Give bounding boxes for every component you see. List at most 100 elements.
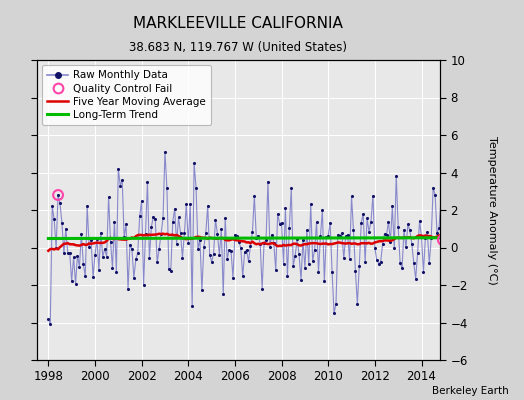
Point — [309, 258, 317, 264]
Point — [79, 261, 88, 267]
Point — [68, 278, 76, 284]
Point — [182, 201, 191, 208]
Point — [304, 261, 313, 268]
Point — [186, 200, 194, 207]
Point — [431, 192, 439, 198]
Point — [149, 214, 158, 220]
Point — [334, 232, 342, 238]
Point — [357, 220, 365, 226]
Point — [386, 238, 395, 245]
Point — [281, 204, 290, 211]
Point — [161, 149, 169, 155]
Point — [235, 238, 243, 245]
Point — [373, 257, 381, 264]
Point — [85, 244, 93, 250]
Point — [337, 230, 346, 237]
Point — [427, 235, 435, 241]
Point — [110, 219, 118, 225]
Point — [326, 220, 334, 226]
Point — [243, 247, 251, 254]
Point — [66, 250, 74, 256]
Point — [178, 254, 187, 261]
Point — [421, 234, 430, 241]
Point — [410, 259, 418, 266]
Point — [159, 215, 167, 221]
Point — [163, 184, 171, 191]
Point — [210, 251, 218, 257]
Point — [89, 274, 97, 280]
Point — [350, 227, 358, 234]
Point — [394, 224, 402, 230]
Point — [50, 216, 58, 222]
Point — [83, 203, 91, 209]
Point — [270, 240, 278, 246]
Point — [172, 240, 181, 247]
Point — [408, 240, 416, 247]
Point — [411, 276, 420, 282]
Point — [345, 256, 354, 262]
Point — [274, 211, 282, 217]
Point — [291, 252, 299, 259]
Point — [106, 239, 115, 246]
Point — [398, 265, 406, 271]
Point — [71, 281, 80, 287]
Point — [400, 227, 408, 233]
Text: Berkeley Earth: Berkeley Earth — [432, 386, 508, 396]
Point — [196, 236, 204, 243]
Point — [283, 273, 291, 279]
Point — [62, 226, 70, 232]
Point — [343, 232, 352, 238]
Point — [48, 203, 57, 210]
Point — [299, 237, 307, 244]
Point — [378, 240, 387, 247]
Point — [202, 230, 210, 236]
Point — [322, 234, 331, 240]
Point — [277, 219, 286, 226]
Point — [301, 264, 309, 271]
Point — [52, 244, 60, 251]
Point — [380, 230, 389, 237]
Point — [170, 206, 179, 212]
Point — [388, 203, 397, 210]
Point — [44, 316, 52, 322]
Point — [229, 274, 237, 281]
Point — [320, 278, 329, 284]
Point — [136, 213, 144, 219]
Point — [225, 247, 233, 253]
Point — [114, 166, 123, 172]
Point — [435, 225, 443, 232]
Point — [134, 250, 142, 256]
Point — [262, 237, 270, 244]
Point — [227, 248, 235, 255]
Point — [384, 218, 392, 225]
Point — [143, 179, 151, 185]
Point — [241, 249, 249, 255]
Point — [180, 230, 189, 236]
Text: 38.683 N, 119.767 W (United States): 38.683 N, 119.767 W (United States) — [129, 42, 347, 54]
Point — [167, 268, 175, 274]
Point — [81, 273, 90, 280]
Point — [233, 232, 241, 239]
Point — [151, 216, 159, 222]
Point — [246, 243, 255, 249]
Point — [205, 251, 214, 258]
Point — [383, 232, 391, 238]
Point — [147, 224, 156, 230]
Point — [99, 253, 107, 260]
Point — [436, 198, 445, 204]
Point — [285, 224, 293, 231]
Point — [258, 286, 266, 292]
Point — [169, 219, 177, 225]
Point — [238, 273, 247, 280]
Point — [266, 243, 274, 250]
Point — [413, 250, 422, 256]
Point — [155, 246, 163, 253]
Point — [297, 276, 305, 283]
Point — [363, 215, 372, 222]
Point — [215, 252, 224, 258]
Point — [77, 231, 85, 238]
Point — [369, 192, 377, 199]
Point — [377, 258, 385, 265]
Point — [46, 321, 54, 328]
Point — [287, 185, 296, 192]
